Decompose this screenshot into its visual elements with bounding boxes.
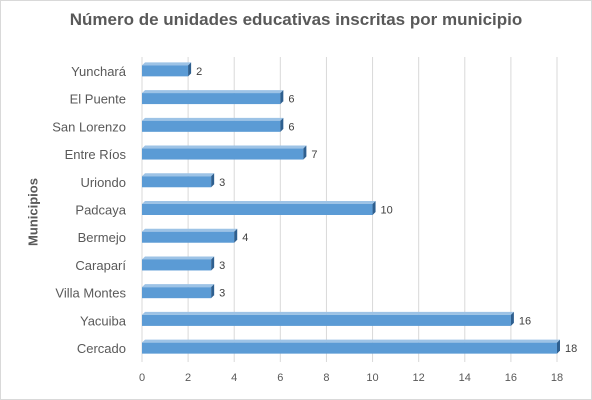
bar-top-face	[142, 145, 307, 149]
bar-front-face	[142, 342, 557, 354]
bar-front-face	[142, 93, 281, 105]
bar	[142, 90, 284, 105]
data-label: 7	[311, 149, 317, 161]
bar-side-face	[280, 117, 284, 132]
bar-side-face	[211, 284, 215, 299]
bar	[142, 284, 215, 299]
category-label: Cercado	[77, 341, 126, 356]
bar	[142, 256, 215, 271]
bar-top-face	[142, 228, 238, 232]
x-tick-label: 4	[231, 372, 237, 384]
bar-top-face	[142, 339, 560, 343]
bar	[142, 228, 238, 243]
bars	[142, 62, 560, 354]
chart-title: Número de unidades educativas inscritas …	[69, 10, 523, 29]
bar-side-face	[211, 173, 215, 188]
x-tick-label: 10	[366, 372, 378, 384]
bar-side-face	[234, 228, 238, 243]
data-labels: 2 6 6 7 3 10 4 3 3 16 18	[196, 66, 577, 355]
category-label: Bermejo	[78, 230, 126, 245]
x-tick-label: 16	[505, 372, 517, 384]
category-label: Yunchará	[71, 64, 127, 79]
data-label: 3	[219, 177, 225, 189]
bar-top-face	[142, 173, 215, 177]
x-tick-label: 6	[277, 372, 283, 384]
category-label: Caraparí	[75, 258, 126, 273]
bar-front-face	[142, 204, 373, 215]
category-label: Entre Ríos	[65, 147, 127, 162]
bar-side-face	[557, 339, 560, 354]
bar-front-face	[142, 176, 212, 188]
bar	[142, 145, 307, 160]
category-label: San Lorenzo	[52, 119, 126, 134]
category-label: Padcaya	[75, 203, 126, 218]
bar-top-face	[142, 256, 215, 260]
category-labels: Yunchará El Puente San Lorenzo Entre Ríos Ur…	[52, 64, 127, 356]
bar-front-face	[142, 314, 511, 326]
bar	[142, 117, 284, 132]
x-tick-labels: 0 2 4 6 8 10 12 14 16 18	[139, 372, 563, 384]
bar-top-face	[142, 62, 192, 66]
category-label: Yacuiba	[80, 313, 127, 328]
bar-top-face	[142, 90, 284, 94]
data-label: 16	[519, 315, 531, 327]
bar	[142, 62, 192, 77]
data-label: 6	[288, 121, 294, 133]
x-tick-label: 0	[139, 372, 145, 384]
x-tick-label: 12	[413, 372, 425, 384]
x-tick-label: 2	[185, 372, 191, 384]
bar-side-face	[510, 311, 514, 326]
bar-front-face	[142, 287, 212, 299]
bar-side-face	[303, 145, 307, 160]
x-tick-label: 18	[551, 372, 563, 384]
bar-side-face	[211, 256, 215, 271]
data-label: 3	[219, 288, 225, 300]
data-label: 4	[242, 232, 248, 244]
bar-top-face	[142, 117, 284, 121]
bar	[142, 173, 215, 188]
bar	[142, 201, 376, 215]
data-label: 3	[219, 260, 225, 272]
bar	[142, 339, 560, 354]
bar-top-face	[142, 284, 215, 288]
bar-side-face	[280, 90, 284, 105]
category-label: Villa Montes	[55, 286, 126, 301]
data-label: 6	[288, 94, 294, 106]
bar-front-face	[142, 120, 281, 132]
bar-side-face	[188, 62, 192, 77]
category-label: Uriondo	[80, 175, 126, 190]
bar-front-face	[142, 65, 189, 77]
bar-front-face	[142, 231, 235, 243]
bar-front-face	[142, 259, 212, 271]
bar-top-face	[142, 311, 514, 315]
bar	[142, 311, 514, 326]
data-label: 18	[565, 343, 577, 355]
data-label: 10	[381, 205, 393, 217]
bar-front-face	[142, 148, 304, 160]
data-label: 2	[196, 66, 202, 78]
bar-side-face	[372, 201, 376, 215]
x-tick-label: 14	[459, 372, 471, 384]
category-label: El Puente	[70, 92, 126, 107]
x-tick-label: 8	[323, 372, 329, 384]
bar-top-face	[142, 201, 376, 204]
